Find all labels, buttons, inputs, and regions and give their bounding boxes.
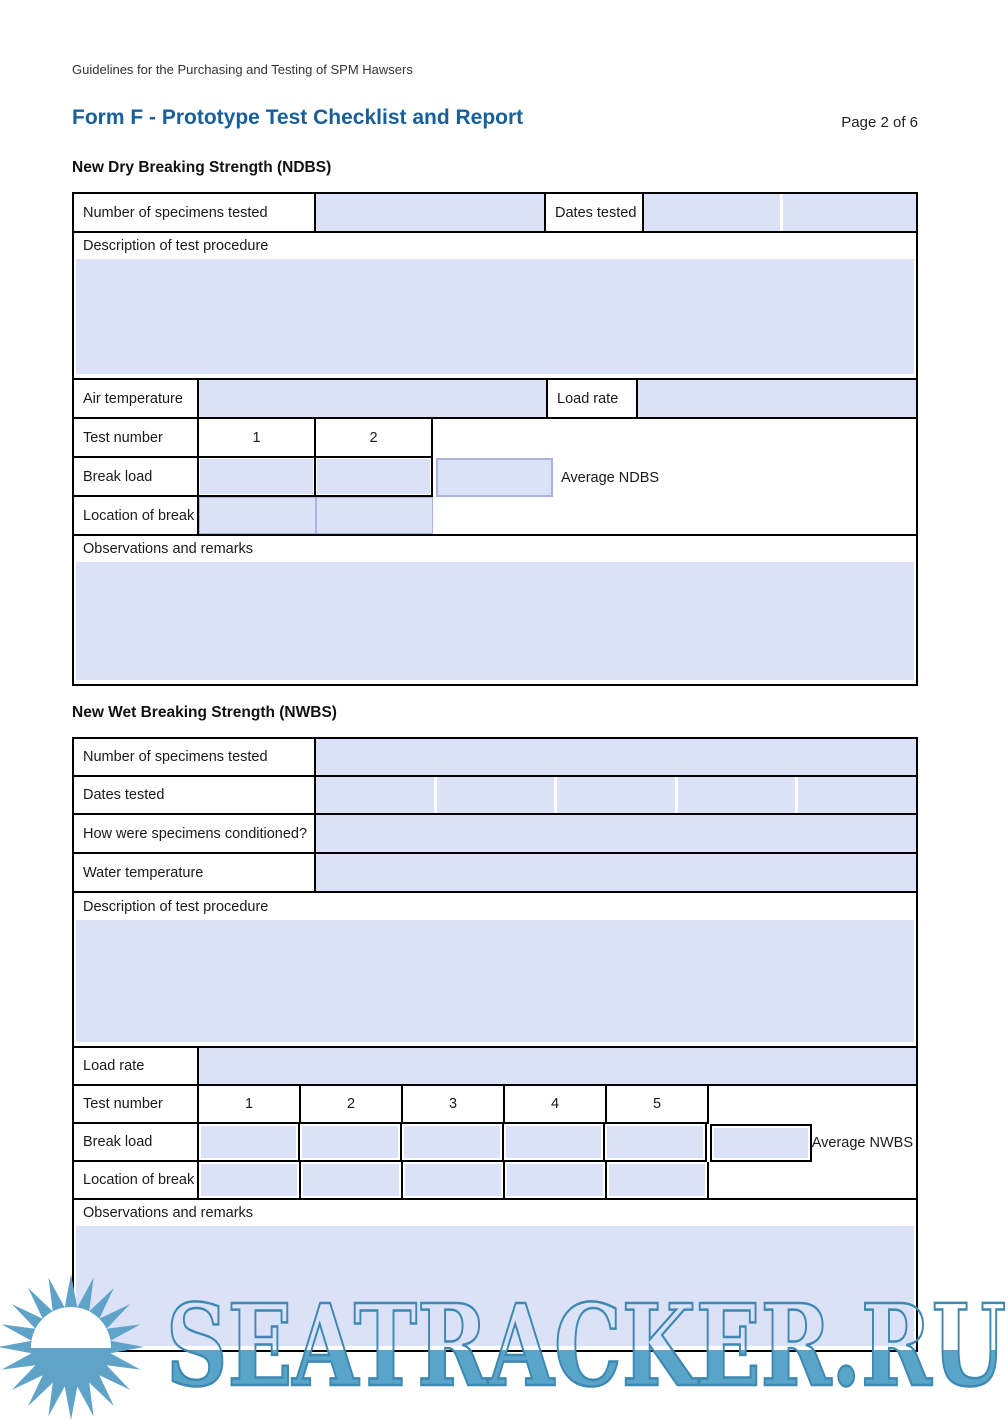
- nwbs-description-field[interactable]: [76, 920, 914, 1042]
- ndbs-load-rate-field[interactable]: [638, 380, 916, 417]
- ndbs-average-label: Average NDBS: [561, 469, 660, 486]
- nwbs-break-load-field-1[interactable]: [198, 1124, 301, 1162]
- nwbs-location-field-1[interactable]: [199, 1162, 301, 1198]
- ndbs-description-field[interactable]: [76, 259, 914, 374]
- nwbs-row-load-rate: Load rate: [74, 1048, 916, 1086]
- ndbs-test-number-2: 2: [316, 419, 433, 458]
- ndbs-load-rate-label: Load rate: [548, 380, 638, 417]
- ndbs-break-load-field-1[interactable]: [199, 458, 316, 497]
- nwbs-observations-label: Observations and remarks: [83, 1205, 254, 1221]
- nwbs-row-location: Location of break: [74, 1162, 916, 1198]
- ndbs-num-specimens-label: Number of specimens tested: [74, 194, 316, 231]
- nwbs-location-field-3[interactable]: [403, 1162, 505, 1198]
- nwbs-average-label: Average NWBS: [811, 1135, 913, 1151]
- nwbs-location-field-5[interactable]: [607, 1162, 709, 1198]
- nwbs-average-field[interactable]: [710, 1124, 812, 1162]
- nwbs-location-label: Location of break: [74, 1162, 199, 1198]
- nwbs-break-load-label: Break load: [74, 1124, 199, 1162]
- nwbs-location-open-area: [709, 1162, 916, 1198]
- nwbs-observations-field[interactable]: [76, 1226, 914, 1346]
- nwbs-break-load-field-4[interactable]: [503, 1124, 606, 1162]
- ndbs-observations-field[interactable]: [76, 562, 914, 680]
- ndbs-air-temperature-label: Air temperature: [74, 380, 199, 417]
- nwbs-test-number-4: 4: [505, 1086, 607, 1124]
- ndbs-description-label: Description of test procedure: [83, 238, 269, 254]
- ndbs-row-location: Location of break: [74, 497, 916, 534]
- nwbs-observations-section: Observations and remarks: [74, 1198, 916, 1350]
- nwbs-date-field-3[interactable]: [557, 777, 675, 813]
- document-header-text: Guidelines for the Purchasing and Testin…: [72, 62, 413, 77]
- ndbs-row-break-load: Break load Average NDBS: [74, 458, 916, 497]
- nwbs-test-number-open-area: [709, 1086, 916, 1124]
- ndbs-num-specimens-field[interactable]: [316, 194, 546, 231]
- ndbs-observations-section: Observations and remarks: [74, 534, 916, 684]
- ndbs-test-number-1: 1: [199, 419, 316, 458]
- nwbs-date-field-2[interactable]: [436, 777, 555, 813]
- nwbs-test-number-label: Test number: [74, 1086, 199, 1124]
- nwbs-break-load-field-5[interactable]: [605, 1124, 707, 1162]
- nwbs-row-break-load: Break load Average NWBS: [74, 1124, 916, 1162]
- nwbs-row-specimens: Number of specimens tested: [74, 739, 916, 777]
- nwbs-water-temperature-label: Water temperature: [74, 854, 316, 891]
- nwbs-location-field-4[interactable]: [505, 1162, 607, 1198]
- ndbs-location-field-2[interactable]: [316, 497, 433, 534]
- ndbs-description-section: Description of test procedure: [74, 233, 916, 380]
- nwbs-table: Number of specimens tested Dates tested …: [72, 737, 918, 1352]
- nwbs-row-dates: Dates tested: [74, 777, 916, 815]
- ndbs-break-load-field-2[interactable]: [316, 458, 433, 497]
- nwbs-test-number-5: 5: [607, 1086, 709, 1124]
- ndbs-observations-label: Observations and remarks: [83, 541, 254, 557]
- ndbs-break-load-label: Break load: [74, 458, 199, 497]
- nwbs-load-rate-field[interactable]: [199, 1048, 916, 1084]
- ndbs-dates-tested-label: Dates tested: [546, 194, 644, 231]
- ndbs-test-number-label: Test number: [74, 419, 199, 458]
- section-heading-nwbs: New Wet Breaking Strength (NWBS): [72, 704, 337, 721]
- nwbs-break-load-field-3[interactable]: [401, 1124, 504, 1162]
- ndbs-location-field-1[interactable]: [199, 497, 316, 534]
- nwbs-description-section: Description of test procedure: [74, 893, 916, 1048]
- nwbs-num-specimens-field[interactable]: [316, 739, 916, 775]
- ndbs-location-label: Location of break: [74, 497, 199, 534]
- page-number: Page 2 of 6: [841, 114, 918, 131]
- ndbs-row-specimens-dates: Number of specimens tested Dates tested: [74, 194, 916, 233]
- nwbs-test-number-3: 3: [403, 1086, 505, 1124]
- nwbs-date-field-1[interactable]: [316, 777, 434, 813]
- nwbs-dates-tested-label: Dates tested: [74, 777, 316, 813]
- nwbs-test-number-2: 2: [301, 1086, 403, 1124]
- nwbs-water-temperature-field[interactable]: [316, 854, 916, 891]
- page-title: Form F - Prototype Test Checklist and Re…: [72, 106, 524, 129]
- nwbs-test-number-1: 1: [199, 1086, 301, 1124]
- ndbs-average-field[interactable]: [436, 458, 553, 497]
- nwbs-row-test-number: Test number 1 2 3 4 5: [74, 1086, 916, 1124]
- ndbs-row-test-number: Test number 1 2: [74, 419, 916, 458]
- ndbs-test-number-open-area: [433, 419, 916, 458]
- nwbs-break-load-field-2[interactable]: [300, 1124, 402, 1162]
- ndbs-date-field-1[interactable]: [644, 194, 780, 231]
- section-heading-ndbs: New Dry Breaking Strength (NDBS): [72, 159, 332, 176]
- ndbs-table: Number of specimens tested Dates tested …: [72, 192, 918, 686]
- nwbs-load-rate-label: Load rate: [74, 1048, 199, 1084]
- ndbs-row-airtemp-loadrate: Air temperature Load rate: [74, 380, 916, 419]
- nwbs-conditioned-field[interactable]: [316, 815, 916, 852]
- nwbs-num-specimens-label: Number of specimens tested: [74, 739, 316, 775]
- ndbs-air-temperature-field[interactable]: [199, 380, 548, 417]
- nwbs-description-label: Description of test procedure: [83, 898, 269, 915]
- nwbs-date-field-5[interactable]: [798, 777, 916, 813]
- nwbs-date-field-4[interactable]: [677, 777, 796, 813]
- nwbs-row-conditioned: How were specimens conditioned?: [74, 815, 916, 854]
- ndbs-date-field-2[interactable]: [783, 194, 916, 231]
- ndbs-location-open-area: [433, 497, 916, 534]
- nwbs-conditioned-label: How were specimens conditioned?: [74, 815, 316, 852]
- nwbs-location-field-2[interactable]: [301, 1162, 403, 1198]
- nwbs-row-water-temp: Water temperature: [74, 854, 916, 893]
